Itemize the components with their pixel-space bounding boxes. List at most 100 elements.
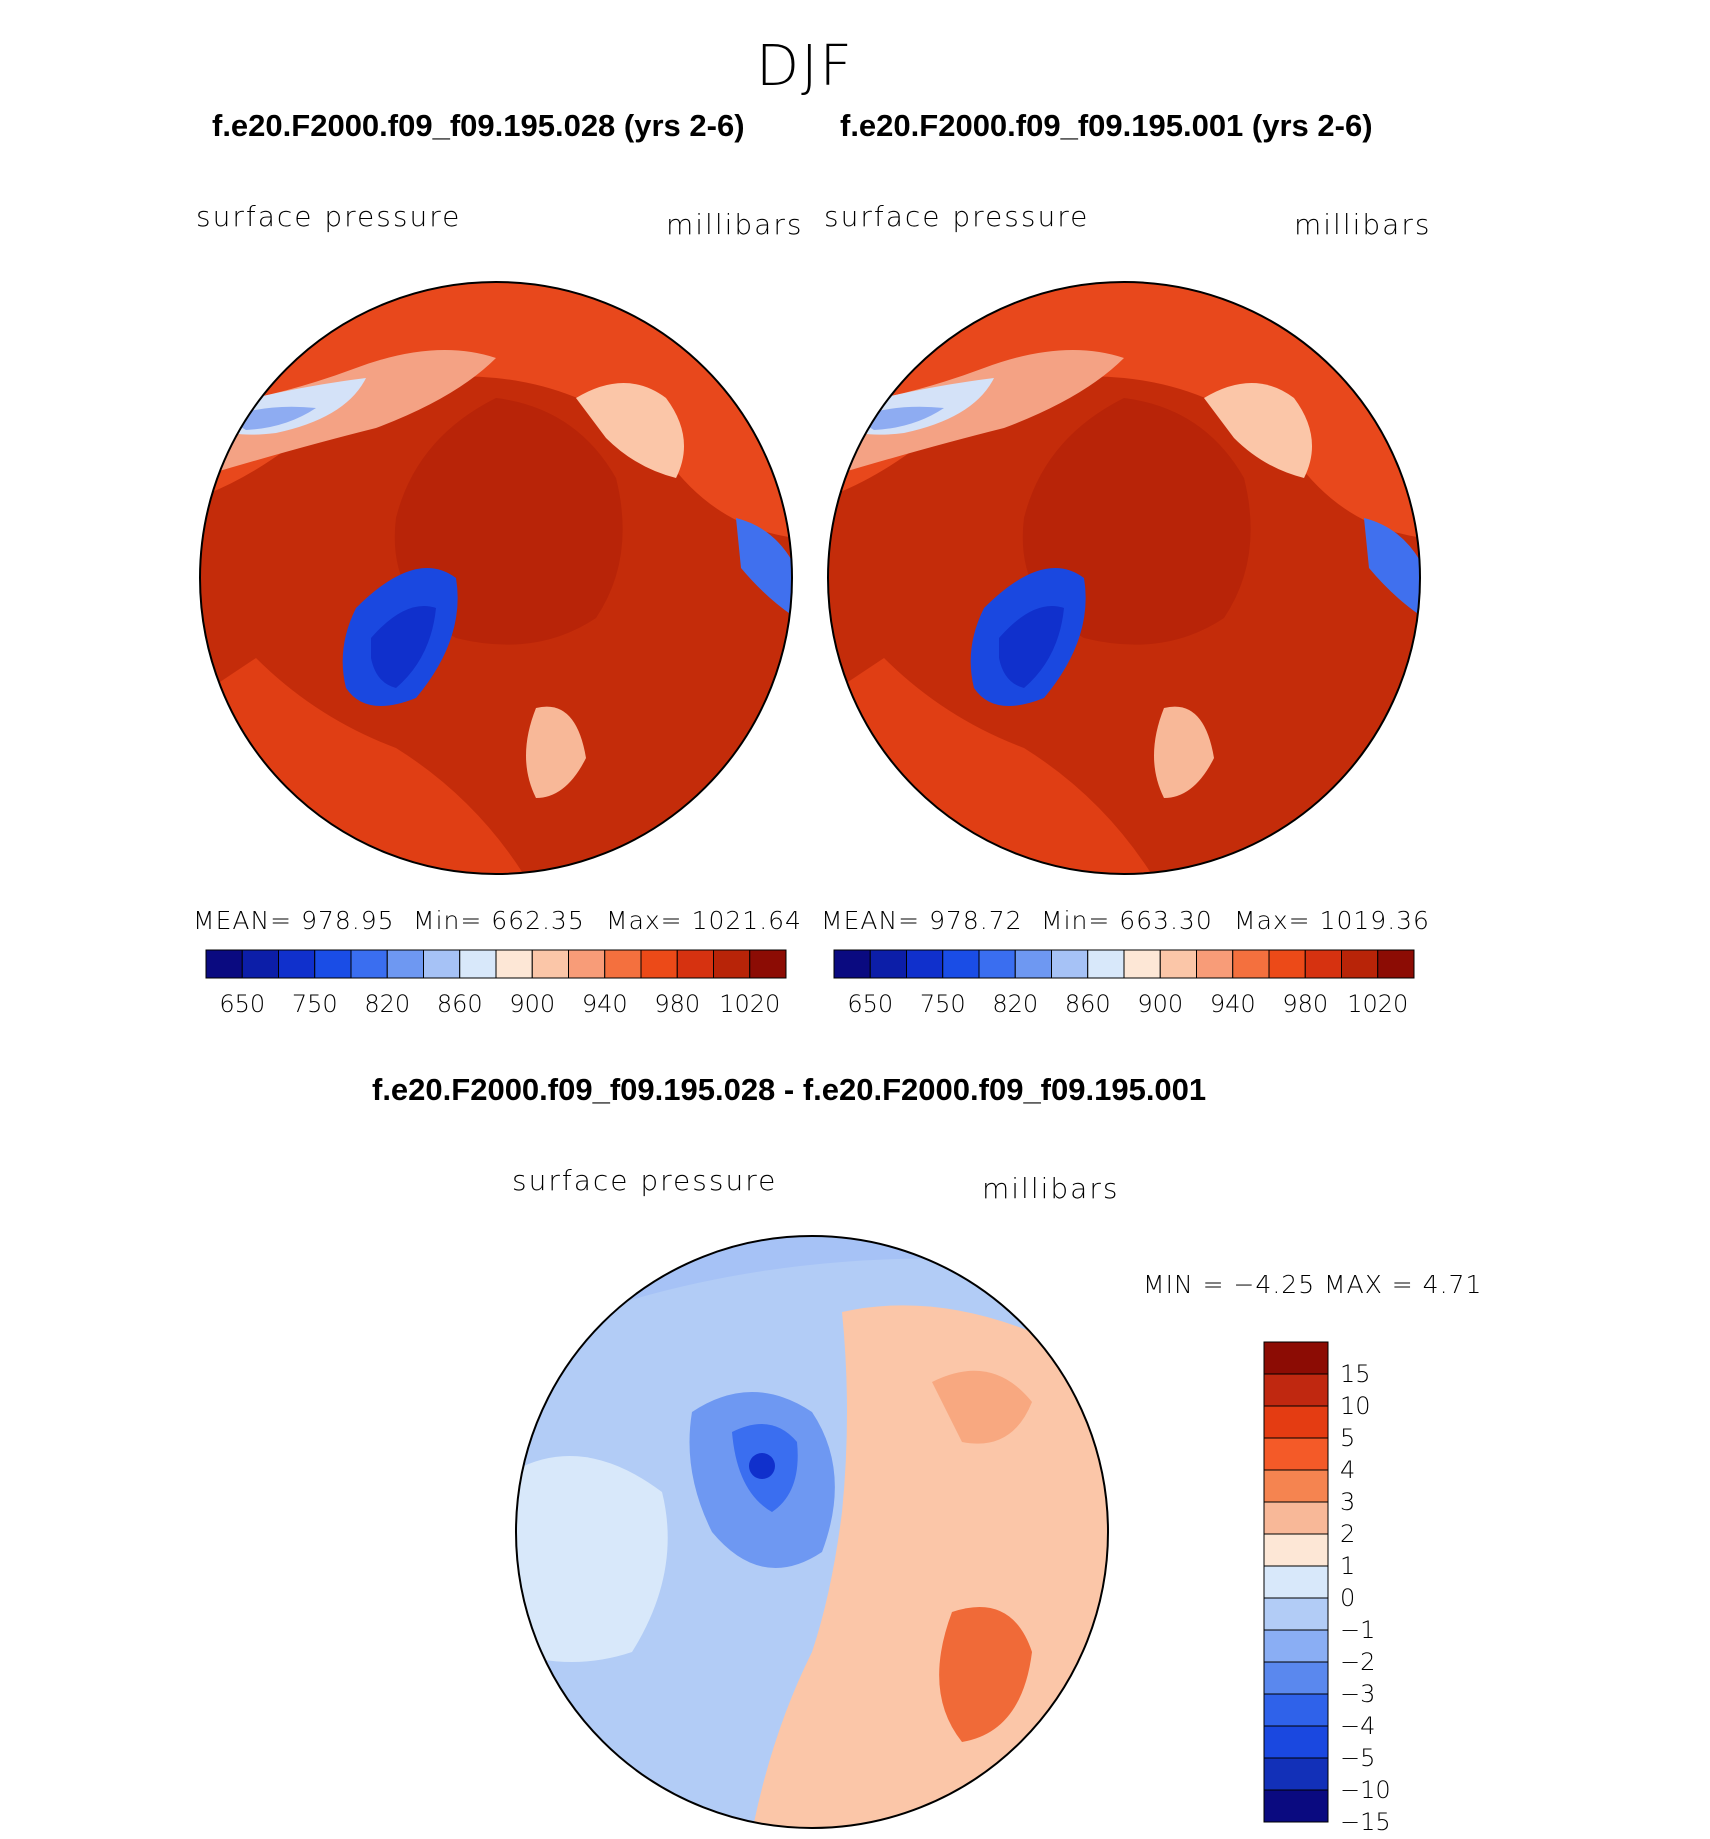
panel2-colorbar-box — [1268, 949, 1306, 979]
panel1-mean: MEAN= 978.95 — [193, 906, 395, 935]
diff-colorbar-box — [1263, 1341, 1329, 1375]
diff-colorbar-tick: 0 — [1340, 1584, 1356, 1612]
panel2-mean: MEAN= 978.72 — [821, 906, 1023, 935]
diff-title: f.e20.F2000.f09_f09.195.028 - f.e20.F200… — [372, 1072, 1207, 1107]
diff-colorbar-tick: −4 — [1340, 1712, 1376, 1740]
diff-colorbar-box — [1263, 1661, 1329, 1695]
panel2-colorbar-tick: 980 — [1282, 990, 1329, 1018]
panel2-colorbar-box — [1014, 949, 1052, 979]
panel2-colorbar-box — [906, 949, 944, 979]
diff-colorbar-box — [1263, 1789, 1329, 1823]
panel2-colorbar-box — [1232, 949, 1270, 979]
panel2-colorbar-box — [833, 949, 871, 979]
panel1-colorbar-tick: 750 — [291, 990, 338, 1018]
diff-colorbar-box — [1263, 1693, 1329, 1727]
panel1-colorbar-tick: 1020 — [719, 990, 781, 1018]
panel1-title: f.e20.F2000.f09_f09.195.028 (yrs 2-6) — [212, 108, 745, 143]
diff-variable-label: surface pressure — [512, 1164, 778, 1197]
panel1-colorbar-box — [604, 949, 642, 979]
panel2-colorbar-box — [1159, 949, 1197, 979]
panel2-colorbar-box — [1087, 949, 1125, 979]
panel1-colorbar-box — [423, 949, 461, 979]
panel2-min: Min= 663.30 — [1041, 906, 1213, 935]
panel2-colorbar-tick: 900 — [1137, 990, 1184, 1018]
panel2-max: Max= 1019.36 — [1234, 906, 1430, 935]
panel2-polar-map — [827, 281, 1421, 875]
panel2-colorbar-box — [869, 949, 907, 979]
diff-colorbar — [1263, 1341, 1329, 1823]
diff-colorbar-ticks: 15 10 5 4 3 2 1 0 −1 −2 −3 −4 −5 −10 −15 — [1340, 1342, 1420, 1836]
panel1-colorbar-box — [241, 949, 279, 979]
diff-colorbar-box — [1263, 1629, 1329, 1663]
panel2-colorbar-tick: 940 — [1209, 990, 1256, 1018]
panel1-colorbar-box — [531, 949, 569, 979]
panel1-polar-map — [199, 281, 793, 875]
panel1-colorbar-box — [386, 949, 424, 979]
diff-colorbar-box — [1263, 1501, 1329, 1535]
panel2-colorbar-box — [1341, 949, 1379, 979]
panel2-colorbar-tick: 1020 — [1347, 990, 1409, 1018]
panel1-colorbar-box — [568, 949, 606, 979]
diff-colorbar-tick: −2 — [1340, 1648, 1376, 1676]
panel1-colorbar-box — [350, 949, 388, 979]
diff-min-max: MIN = −4.25 MAX = 4.71 — [1143, 1270, 1483, 1299]
diff-colorbar-tick: −15 — [1340, 1808, 1391, 1836]
diff-colorbar-tick: 3 — [1340, 1488, 1356, 1516]
panel2-colorbar-box — [1051, 949, 1089, 979]
season-title: DJF — [756, 34, 854, 99]
panel2-colorbar-box — [1123, 949, 1161, 979]
diff-colorbar-tick: 5 — [1340, 1424, 1356, 1452]
diff-units-label: millibars — [982, 1172, 1120, 1205]
panel1-colorbar-ticks: 650 750 820 860 900 940 980 1020 — [206, 990, 786, 1020]
panel1-colorbar-tick: 940 — [581, 990, 628, 1018]
panel2-colorbar-tick: 820 — [992, 990, 1039, 1018]
panel1-colorbar-tick: 980 — [654, 990, 701, 1018]
diff-colorbar-box — [1263, 1373, 1329, 1407]
diff-colorbar-box — [1263, 1565, 1329, 1599]
diff-colorbar-tick: 10 — [1340, 1392, 1371, 1420]
panel1-colorbar-tick: 650 — [219, 990, 266, 1018]
panel1-colorbar-tick: 860 — [436, 990, 483, 1018]
panel2-colorbar-ticks: 650 750 820 860 900 940 980 1020 — [834, 990, 1414, 1020]
diff-colorbar-box — [1263, 1757, 1329, 1791]
panel1-colorbar-box — [205, 949, 243, 979]
panel1-colorbar-box — [495, 949, 533, 979]
panel2-colorbar — [833, 949, 1415, 979]
panel1-colorbar-box — [278, 949, 316, 979]
diff-colorbar-tick: −1 — [1340, 1616, 1376, 1644]
diff-colorbar-tick: 15 — [1340, 1360, 1371, 1388]
panel1-units-label: millibars — [666, 208, 804, 241]
panel2-colorbar-box — [1377, 949, 1415, 979]
panel2-units-label: millibars — [1294, 208, 1432, 241]
panel1-colorbar-box — [459, 949, 497, 979]
panel1-colorbar-tick: 820 — [364, 990, 411, 1018]
panel2-colorbar-tick: 650 — [847, 990, 894, 1018]
panel2-colorbar-tick: 860 — [1064, 990, 1111, 1018]
panel1-max: Max= 1021.64 — [606, 906, 802, 935]
panel1-colorbar-box — [749, 949, 787, 979]
diff-colorbar-box — [1263, 1597, 1329, 1631]
diff-colorbar-box — [1263, 1437, 1329, 1471]
diff-colorbar-box — [1263, 1533, 1329, 1567]
diff-colorbar-tick: −5 — [1340, 1744, 1376, 1772]
diff-colorbar-box — [1263, 1469, 1329, 1503]
panel2-title: f.e20.F2000.f09_f09.195.001 (yrs 2-6) — [840, 108, 1373, 143]
panel1-variable-label: surface pressure — [196, 200, 462, 233]
diff-colorbar-tick: −3 — [1340, 1680, 1376, 1708]
diff-colorbar-tick: 1 — [1340, 1552, 1356, 1580]
diff-colorbar-tick: 2 — [1340, 1520, 1356, 1548]
panel2-variable-label: surface pressure — [824, 200, 1090, 233]
panel2-colorbar-box — [942, 949, 980, 979]
panel1-colorbar-box — [713, 949, 751, 979]
panel2-colorbar-box — [1304, 949, 1342, 979]
panel2-colorbar-tick: 750 — [919, 990, 966, 1018]
panel1-colorbar-box — [676, 949, 714, 979]
diff-polar-map — [515, 1235, 1109, 1829]
diff-colorbar-tick: 4 — [1340, 1456, 1356, 1484]
panel1-min: Min= 662.35 — [413, 906, 585, 935]
diff-colorbar-tick: −10 — [1340, 1776, 1391, 1804]
panel2-colorbar-box — [978, 949, 1016, 979]
panel1-colorbar-box — [640, 949, 678, 979]
panel1-colorbar-box — [314, 949, 352, 979]
panel2-colorbar-box — [1196, 949, 1234, 979]
